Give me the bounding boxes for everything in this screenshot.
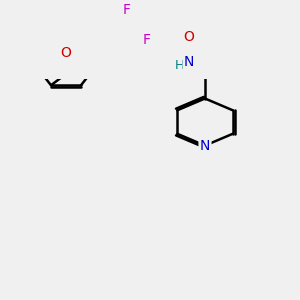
Text: H: H [174, 59, 184, 72]
Text: F: F [143, 33, 151, 47]
Text: O: O [61, 46, 71, 60]
Text: N: N [200, 139, 210, 153]
Text: N: N [184, 55, 194, 69]
Text: O: O [184, 31, 194, 44]
Text: F: F [123, 3, 131, 17]
